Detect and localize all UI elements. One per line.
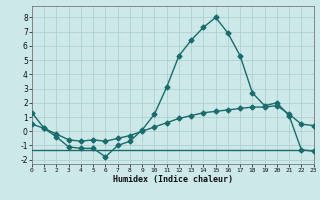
X-axis label: Humidex (Indice chaleur): Humidex (Indice chaleur) <box>113 175 233 184</box>
